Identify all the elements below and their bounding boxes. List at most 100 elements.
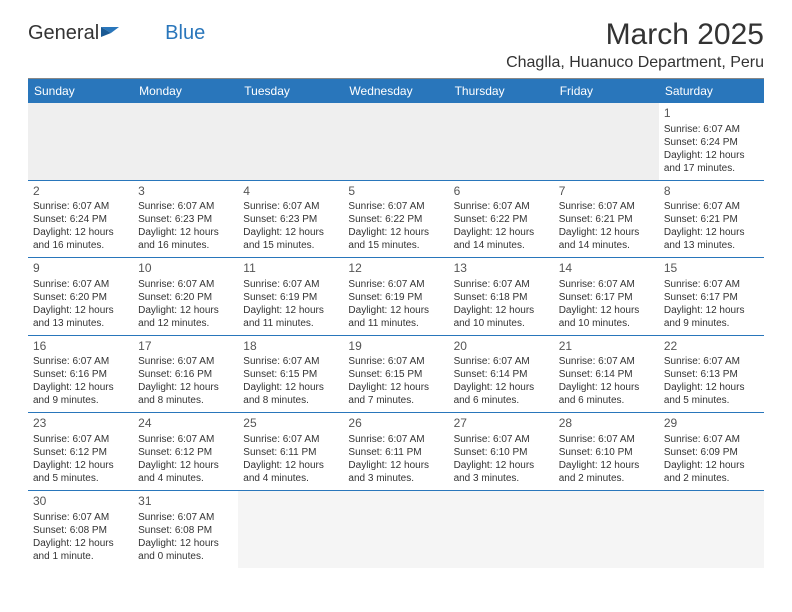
calendar-day: 12Sunrise: 6:07 AMSunset: 6:19 PMDayligh… [343,258,448,336]
calendar-empty [343,490,448,567]
logo-text-2: Blue [165,22,205,45]
daylight-text: Daylight: 12 hours and 9 minutes. [664,304,759,330]
daylight-text: Daylight: 12 hours and 5 minutes. [33,459,128,485]
calendar-day: 11Sunrise: 6:07 AMSunset: 6:19 PMDayligh… [238,258,343,336]
day-number: 8 [664,184,759,200]
day-number: 20 [454,339,549,355]
sunset-text: Sunset: 6:17 PM [559,291,654,304]
daylight-text: Daylight: 12 hours and 4 minutes. [138,459,233,485]
day-number: 31 [138,494,233,510]
day-number: 27 [454,416,549,432]
sunrise-text: Sunrise: 6:07 AM [559,355,654,368]
sunset-text: Sunset: 6:20 PM [138,291,233,304]
daylight-text: Daylight: 12 hours and 3 minutes. [454,459,549,485]
day-number: 29 [664,416,759,432]
daylight-text: Daylight: 12 hours and 1 minute. [33,537,128,563]
daylight-text: Daylight: 12 hours and 15 minutes. [348,226,443,252]
calendar-day: 20Sunrise: 6:07 AMSunset: 6:14 PMDayligh… [449,335,554,413]
calendar-empty [554,103,659,180]
sunrise-text: Sunrise: 6:07 AM [138,433,233,446]
daylight-text: Daylight: 12 hours and 16 minutes. [33,226,128,252]
sunrise-text: Sunrise: 6:07 AM [348,200,443,213]
daylight-text: Daylight: 12 hours and 15 minutes. [243,226,338,252]
sunrise-text: Sunrise: 6:07 AM [243,355,338,368]
daylight-text: Daylight: 12 hours and 13 minutes. [33,304,128,330]
calendar-week: 23Sunrise: 6:07 AMSunset: 6:12 PMDayligh… [28,413,764,491]
sunset-text: Sunset: 6:12 PM [33,446,128,459]
calendar-empty [554,490,659,567]
sunrise-text: Sunrise: 6:07 AM [559,200,654,213]
day-number: 13 [454,261,549,277]
calendar-empty [449,103,554,180]
calendar-day: 16Sunrise: 6:07 AMSunset: 6:16 PMDayligh… [28,335,133,413]
sunset-text: Sunset: 6:17 PM [664,291,759,304]
calendar-day: 3Sunrise: 6:07 AMSunset: 6:23 PMDaylight… [133,180,238,258]
day-number: 3 [138,184,233,200]
daylight-text: Daylight: 12 hours and 13 minutes. [664,226,759,252]
sunrise-text: Sunrise: 6:07 AM [33,278,128,291]
sunset-text: Sunset: 6:20 PM [33,291,128,304]
daylight-text: Daylight: 12 hours and 6 minutes. [559,381,654,407]
day-number: 10 [138,261,233,277]
day-number: 19 [348,339,443,355]
calendar-day: 7Sunrise: 6:07 AMSunset: 6:21 PMDaylight… [554,180,659,258]
sunrise-text: Sunrise: 6:07 AM [454,433,549,446]
sunset-text: Sunset: 6:24 PM [33,213,128,226]
page-subtitle: Chaglla, Huanuco Department, Peru [506,54,764,72]
sunset-text: Sunset: 6:08 PM [33,524,128,537]
calendar-week: 16Sunrise: 6:07 AMSunset: 6:16 PMDayligh… [28,335,764,413]
sunset-text: Sunset: 6:10 PM [454,446,549,459]
calendar-day: 4Sunrise: 6:07 AMSunset: 6:23 PMDaylight… [238,180,343,258]
sunset-text: Sunset: 6:11 PM [243,446,338,459]
sunset-text: Sunset: 6:23 PM [138,213,233,226]
sunset-text: Sunset: 6:15 PM [243,368,338,381]
sunrise-text: Sunrise: 6:07 AM [348,433,443,446]
sunset-text: Sunset: 6:19 PM [348,291,443,304]
daylight-text: Daylight: 12 hours and 2 minutes. [664,459,759,485]
day-header: Wednesday [343,79,448,103]
sunrise-text: Sunrise: 6:07 AM [243,278,338,291]
calendar-week: 9Sunrise: 6:07 AMSunset: 6:20 PMDaylight… [28,258,764,336]
sunrise-text: Sunrise: 6:07 AM [138,278,233,291]
sunset-text: Sunset: 6:24 PM [664,136,759,149]
day-number: 17 [138,339,233,355]
page-title: March 2025 [506,18,764,52]
calendar-day: 10Sunrise: 6:07 AMSunset: 6:20 PMDayligh… [133,258,238,336]
sunrise-text: Sunrise: 6:07 AM [664,200,759,213]
calendar-week: 1Sunrise: 6:07 AMSunset: 6:24 PMDaylight… [28,103,764,180]
calendar-empty [449,490,554,567]
sunrise-text: Sunrise: 6:07 AM [454,355,549,368]
day-number: 16 [33,339,128,355]
day-number: 9 [33,261,128,277]
calendar-day: 27Sunrise: 6:07 AMSunset: 6:10 PMDayligh… [449,413,554,491]
sunrise-text: Sunrise: 6:07 AM [138,511,233,524]
sunset-text: Sunset: 6:13 PM [664,368,759,381]
sunrise-text: Sunrise: 6:07 AM [454,200,549,213]
day-number: 30 [33,494,128,510]
calendar-day: 6Sunrise: 6:07 AMSunset: 6:22 PMDaylight… [449,180,554,258]
calendar-day: 26Sunrise: 6:07 AMSunset: 6:11 PMDayligh… [343,413,448,491]
sunset-text: Sunset: 6:10 PM [559,446,654,459]
calendar-day: 13Sunrise: 6:07 AMSunset: 6:18 PMDayligh… [449,258,554,336]
calendar-day: 1Sunrise: 6:07 AMSunset: 6:24 PMDaylight… [659,103,764,180]
daylight-text: Daylight: 12 hours and 12 minutes. [138,304,233,330]
daylight-text: Daylight: 12 hours and 8 minutes. [243,381,338,407]
sunrise-text: Sunrise: 6:07 AM [559,433,654,446]
day-number: 7 [559,184,654,200]
daylight-text: Daylight: 12 hours and 10 minutes. [454,304,549,330]
daylight-text: Daylight: 12 hours and 0 minutes. [138,537,233,563]
calendar-empty [343,103,448,180]
sunset-text: Sunset: 6:22 PM [348,213,443,226]
day-number: 18 [243,339,338,355]
daylight-text: Daylight: 12 hours and 14 minutes. [559,226,654,252]
sunset-text: Sunset: 6:23 PM [243,213,338,226]
calendar-day: 31Sunrise: 6:07 AMSunset: 6:08 PMDayligh… [133,490,238,567]
calendar-day: 9Sunrise: 6:07 AMSunset: 6:20 PMDaylight… [28,258,133,336]
day-number: 15 [664,261,759,277]
day-number: 28 [559,416,654,432]
day-number: 1 [664,106,759,122]
calendar-day: 25Sunrise: 6:07 AMSunset: 6:11 PMDayligh… [238,413,343,491]
day-header: Tuesday [238,79,343,103]
sunrise-text: Sunrise: 6:07 AM [664,355,759,368]
sunrise-text: Sunrise: 6:07 AM [664,123,759,136]
